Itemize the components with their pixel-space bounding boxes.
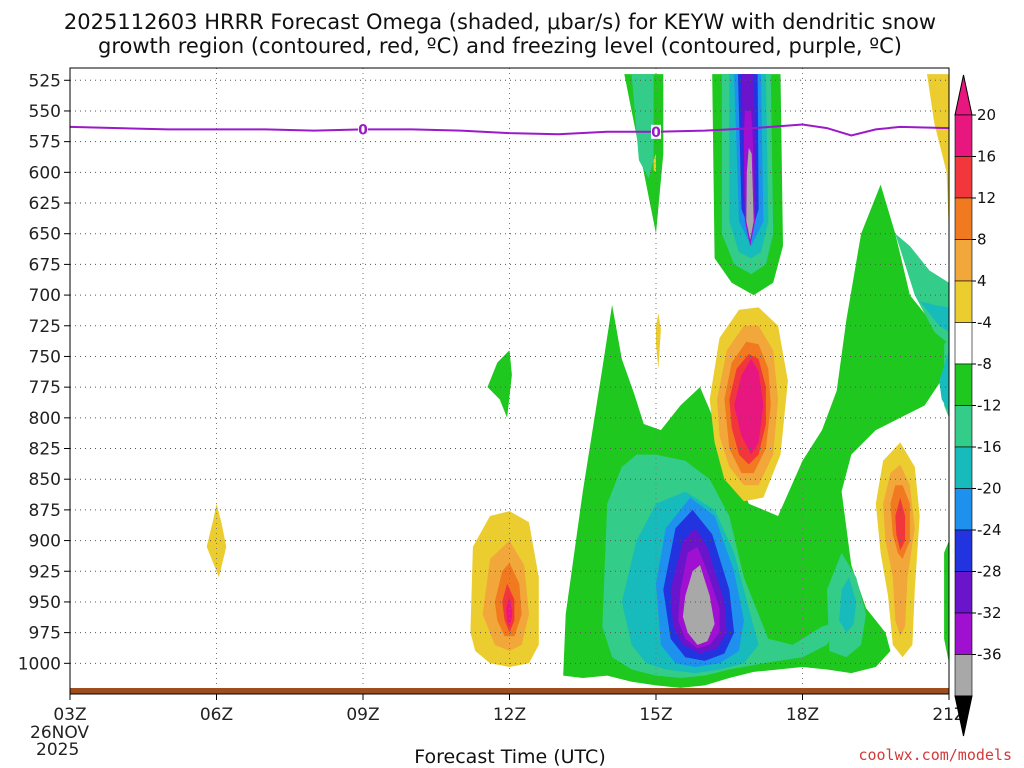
y-tick-label-625: 625 bbox=[29, 194, 61, 214]
colorbar-bottom-arrow bbox=[954, 695, 973, 737]
x-axis-ticks: 03Z 06Z 09Z 12Z 15Z 18Z 21Z bbox=[53, 694, 966, 725]
y-tick-label-700: 700 bbox=[29, 286, 61, 306]
colorbar-label-12: -32 bbox=[977, 604, 1002, 622]
x-tick-label-3: 12Z bbox=[493, 705, 526, 725]
x-tick-label-4: 15Z bbox=[639, 705, 672, 725]
colorbar-label-3: 8 bbox=[977, 231, 987, 249]
colorbar-swatch-12 bbox=[954, 612, 973, 655]
x-tick-label-2: 09Z bbox=[346, 705, 379, 725]
omega-region-28 bbox=[653, 153, 656, 173]
y-tick-label-800: 800 bbox=[29, 409, 61, 429]
omega-region-27 bbox=[656, 313, 661, 369]
omega-region-43 bbox=[895, 497, 906, 551]
omega-region-29 bbox=[927, 74, 949, 234]
colorbar-label-7: -12 bbox=[977, 397, 1002, 415]
omega-shading bbox=[206, 74, 949, 688]
x-start-year: 2025 bbox=[36, 740, 79, 760]
x-start-day: 26NOV bbox=[30, 723, 89, 743]
colorbar-label-9: -20 bbox=[977, 480, 1002, 498]
y-tick-label-1000: 1000 bbox=[18, 654, 61, 674]
credit-text: coolwx.com/models bbox=[858, 746, 1012, 764]
chart-title-line1: 2025112603 HRRR Forecast Omega (shaded, … bbox=[64, 10, 936, 34]
x-tick-label-0: 03Z bbox=[53, 705, 86, 725]
y-tick-label-725: 725 bbox=[29, 317, 61, 337]
colorbar-swatch-10 bbox=[954, 529, 973, 572]
omega-region-17 bbox=[682, 565, 715, 645]
y-tick-label-550: 550 bbox=[29, 102, 61, 122]
omega-region-23 bbox=[939, 350, 949, 412]
y-tick-label-950: 950 bbox=[29, 593, 61, 613]
y-tick-label-850: 850 bbox=[29, 470, 61, 490]
colorbar-swatch-4 bbox=[954, 280, 973, 323]
colorbar-label-1: 16 bbox=[977, 148, 996, 166]
y-tick-label-775: 775 bbox=[29, 378, 61, 398]
y-tick-label-825: 825 bbox=[29, 440, 61, 460]
colorbar-label-13: -36 bbox=[977, 646, 1002, 664]
y-tick-label-675: 675 bbox=[29, 255, 61, 275]
colorbar: 20 16 12 8 4 -4 -8 -12 -16 -20 -24 -28 -32 -36 bbox=[954, 74, 1002, 737]
y-tick-label-750: 750 bbox=[29, 347, 61, 367]
colorbar-swatch-2 bbox=[954, 197, 973, 240]
omega-region-9 bbox=[746, 147, 754, 240]
colorbar-label-11: -28 bbox=[977, 563, 1002, 581]
y-tick-label-525: 525 bbox=[29, 71, 61, 91]
colorbar-swatch-8 bbox=[954, 446, 973, 489]
ground-bar bbox=[70, 688, 949, 694]
colorbar-swatch-3 bbox=[954, 239, 973, 282]
omega-region-34 bbox=[506, 595, 513, 627]
omega-region-39 bbox=[734, 358, 764, 455]
colorbar-label-5: -4 bbox=[977, 314, 992, 332]
colorbar-label-6: -8 bbox=[977, 355, 992, 373]
y-tick-label-600: 600 bbox=[29, 163, 61, 183]
freezing-level-label-0: 0 bbox=[358, 122, 368, 138]
x-tick-label-5: 18Z bbox=[786, 705, 819, 725]
colorbar-label-4: 4 bbox=[977, 272, 987, 290]
freezing-label-bg-1 bbox=[651, 124, 661, 139]
freezing-level-line bbox=[70, 123, 949, 137]
colorbar-label-0: 20 bbox=[977, 106, 996, 124]
colorbar-swatch-1 bbox=[954, 156, 973, 199]
y-tick-label-925: 925 bbox=[29, 562, 61, 582]
omega-region-1 bbox=[631, 74, 654, 179]
x-tick-label-6: 21Z bbox=[932, 705, 965, 725]
colorbar-label-2: 12 bbox=[977, 189, 996, 207]
x-axis-label: Forecast Time (UTC) bbox=[414, 746, 605, 768]
y-tick-label-575: 575 bbox=[29, 133, 61, 153]
colorbar-label-10: -24 bbox=[977, 521, 1002, 539]
y-axis-ticks: 525 550 575 600 625 650 675 700 725 750 775 800 825 8… bbox=[18, 71, 70, 674]
y-tick-label-975: 975 bbox=[29, 624, 61, 644]
freezing-label-bg-0 bbox=[358, 122, 368, 137]
colorbar-swatch-9 bbox=[954, 488, 973, 531]
colorbar-swatch-0 bbox=[954, 114, 973, 157]
chart-title-line2: growth region (contoured, red, ºC) and f… bbox=[98, 34, 902, 58]
y-tick-label-900: 900 bbox=[29, 532, 61, 552]
omega-region-19 bbox=[839, 577, 857, 633]
omega-region-24 bbox=[487, 350, 512, 418]
omega-region-21 bbox=[919, 301, 949, 332]
y-tick-label-875: 875 bbox=[29, 501, 61, 521]
y-tick-label-650: 650 bbox=[29, 225, 61, 245]
colorbar-swatch-5 bbox=[954, 322, 973, 365]
colorbar-swatch-6 bbox=[954, 363, 973, 406]
omega-region-26 bbox=[206, 503, 227, 578]
freezing-level-label-1: 0 bbox=[651, 125, 661, 141]
colorbar-swatch-11 bbox=[954, 571, 973, 614]
colorbar-swatch-7 bbox=[954, 405, 973, 448]
colorbar-label-8: -16 bbox=[977, 438, 1002, 456]
colorbar-swatch-13 bbox=[954, 654, 973, 697]
x-tick-label-1: 06Z bbox=[200, 705, 233, 725]
